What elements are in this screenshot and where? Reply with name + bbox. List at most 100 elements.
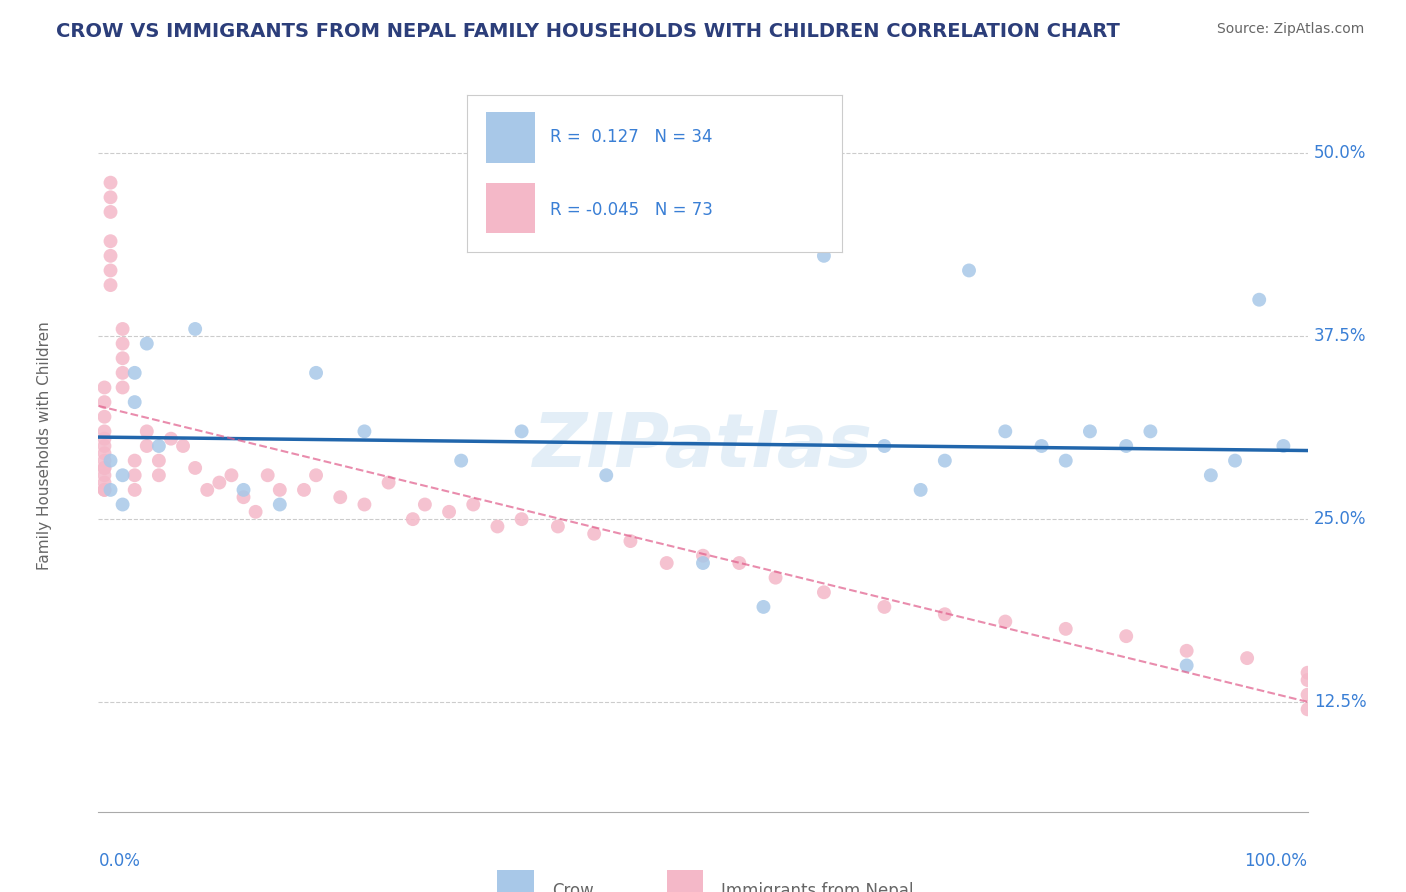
- Point: [124, 468, 146, 483]
- Point: [1296, 702, 1319, 716]
- Point: [232, 490, 254, 504]
- Point: [93, 425, 115, 439]
- Point: [100, 205, 122, 219]
- Point: [100, 263, 122, 277]
- Point: [184, 322, 207, 336]
- Point: [692, 556, 714, 570]
- Point: [1175, 644, 1198, 658]
- Point: [93, 475, 115, 490]
- Point: [172, 439, 194, 453]
- Point: [692, 549, 714, 563]
- Point: [148, 468, 170, 483]
- Point: [124, 483, 146, 497]
- Point: [111, 366, 134, 380]
- Point: [111, 498, 134, 512]
- Point: [1078, 425, 1101, 439]
- Point: [93, 483, 115, 497]
- Text: 37.5%: 37.5%: [1313, 327, 1367, 345]
- Text: 50.0%: 50.0%: [1313, 145, 1367, 162]
- Point: [450, 453, 472, 467]
- Point: [256, 468, 278, 483]
- Text: ZIPatlas: ZIPatlas: [533, 409, 873, 483]
- Point: [93, 468, 115, 483]
- Point: [765, 571, 787, 585]
- Text: Immigrants from Nepal: Immigrants from Nepal: [721, 881, 914, 892]
- Point: [510, 425, 533, 439]
- Point: [547, 519, 569, 533]
- Point: [93, 483, 115, 497]
- Point: [813, 585, 835, 599]
- Point: [510, 512, 533, 526]
- Point: [93, 439, 115, 453]
- Point: [93, 395, 115, 409]
- Point: [100, 234, 122, 248]
- Text: 25.0%: 25.0%: [1313, 510, 1367, 528]
- Text: Source: ZipAtlas.com: Source: ZipAtlas.com: [1216, 22, 1364, 37]
- Text: Crow: Crow: [551, 881, 593, 892]
- Point: [135, 425, 157, 439]
- Point: [124, 453, 146, 467]
- Point: [413, 498, 436, 512]
- Point: [813, 249, 835, 263]
- Point: [100, 483, 122, 497]
- Point: [994, 615, 1017, 629]
- Point: [1272, 439, 1295, 453]
- Point: [595, 468, 617, 483]
- Point: [245, 505, 267, 519]
- Point: [111, 322, 134, 336]
- Point: [994, 425, 1017, 439]
- Point: [111, 380, 134, 394]
- Point: [111, 468, 134, 483]
- Point: [910, 483, 932, 497]
- Point: [934, 453, 956, 467]
- Point: [100, 176, 122, 190]
- Point: [93, 453, 115, 467]
- Point: [1054, 453, 1077, 467]
- Point: [269, 483, 291, 497]
- Text: 0.0%: 0.0%: [98, 852, 141, 870]
- Point: [619, 534, 641, 549]
- Text: 100.0%: 100.0%: [1244, 852, 1308, 870]
- Point: [353, 425, 375, 439]
- Point: [135, 439, 157, 453]
- Point: [1223, 453, 1246, 467]
- Point: [184, 461, 207, 475]
- Point: [583, 526, 606, 541]
- Point: [402, 512, 425, 526]
- Point: [1115, 439, 1137, 453]
- Point: [1054, 622, 1077, 636]
- Text: CROW VS IMMIGRANTS FROM NEPAL FAMILY HOUSEHOLDS WITH CHILDREN CORRELATION CHART: CROW VS IMMIGRANTS FROM NEPAL FAMILY HOU…: [56, 22, 1121, 41]
- Point: [1031, 439, 1053, 453]
- Point: [269, 498, 291, 512]
- Point: [93, 461, 115, 475]
- Point: [1199, 468, 1222, 483]
- Point: [329, 490, 352, 504]
- Point: [124, 366, 146, 380]
- Point: [100, 453, 122, 467]
- Point: [111, 351, 134, 366]
- Point: [655, 556, 678, 570]
- Point: [292, 483, 315, 497]
- Point: [111, 336, 134, 351]
- Point: [377, 475, 399, 490]
- Point: [100, 278, 122, 293]
- Point: [437, 505, 460, 519]
- Point: [208, 475, 231, 490]
- Point: [93, 446, 115, 460]
- Point: [728, 556, 751, 570]
- Point: [1296, 688, 1319, 702]
- Point: [93, 461, 115, 475]
- Point: [135, 336, 157, 351]
- Point: [934, 607, 956, 622]
- Point: [752, 599, 775, 614]
- Point: [124, 395, 146, 409]
- Point: [93, 409, 115, 424]
- Point: [486, 519, 509, 533]
- Point: [93, 432, 115, 446]
- Point: [100, 190, 122, 204]
- Point: [195, 483, 218, 497]
- Point: [232, 483, 254, 497]
- Point: [1115, 629, 1137, 643]
- Point: [221, 468, 243, 483]
- Point: [1139, 425, 1161, 439]
